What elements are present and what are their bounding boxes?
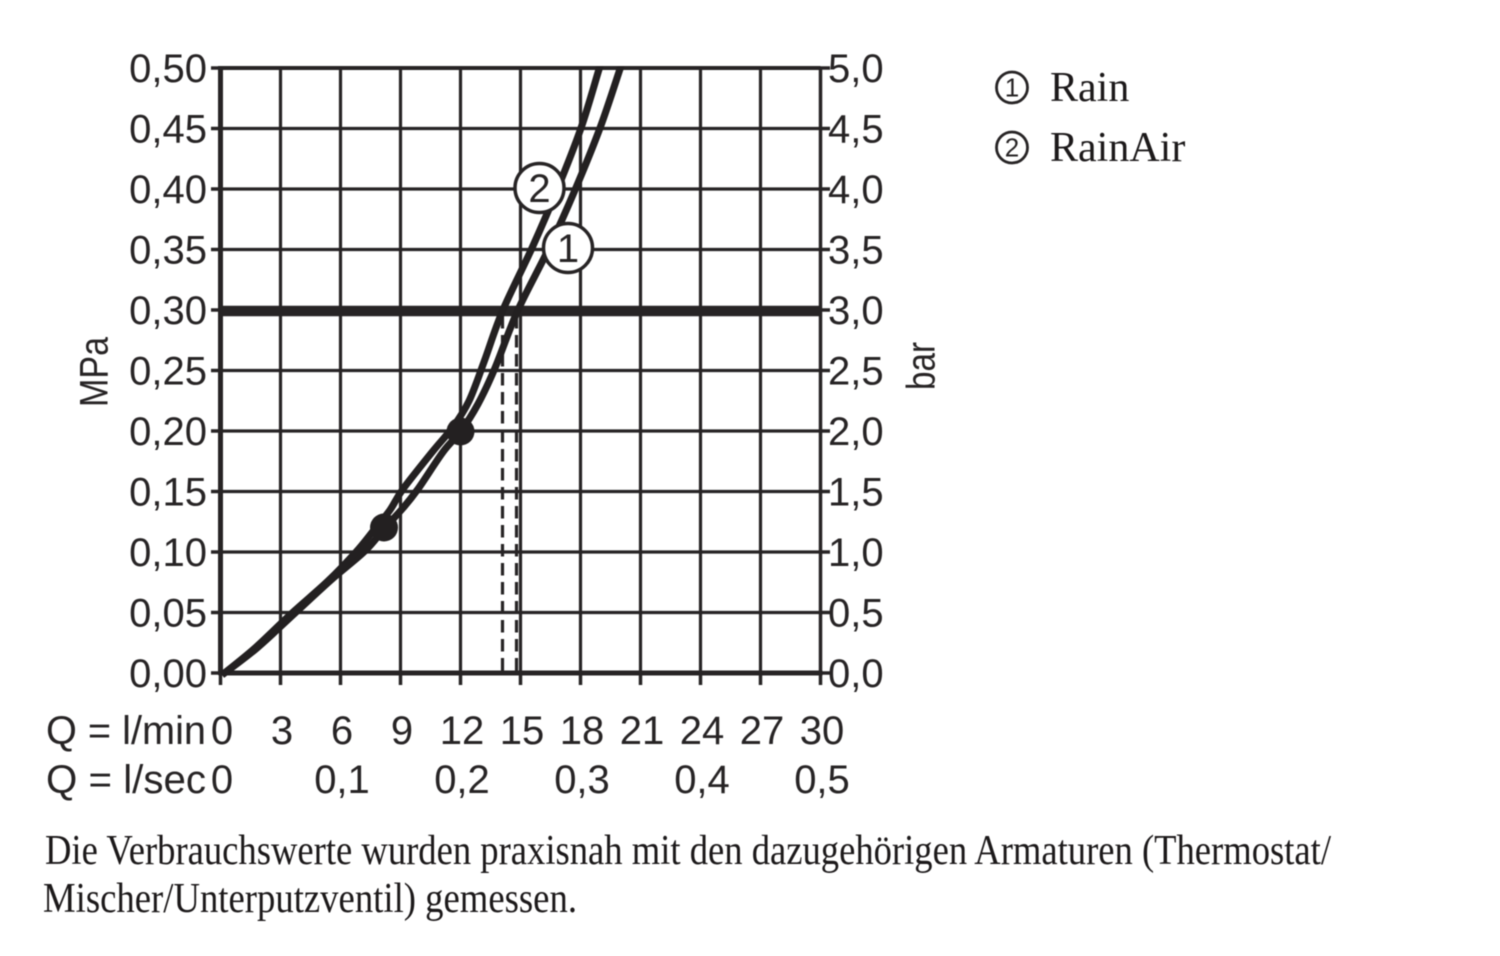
svg-text:0,40: 0,40	[129, 168, 207, 212]
svg-text:Q = l/min: Q = l/min	[46, 709, 206, 753]
svg-text:Die Verbrauchswerte wurden pra: Die Verbrauchswerte wurden praxisnah mit…	[45, 828, 1331, 874]
svg-text:0,05: 0,05	[129, 592, 207, 636]
svg-text:1,0: 1,0	[828, 531, 884, 575]
svg-text:0,5: 0,5	[794, 758, 850, 802]
svg-text:bar: bar	[900, 342, 944, 390]
svg-text:9: 9	[391, 709, 413, 753]
svg-text:2: 2	[1005, 133, 1019, 163]
svg-text:1: 1	[1005, 73, 1019, 103]
svg-text:0,00: 0,00	[129, 652, 207, 696]
svg-text:0,30: 0,30	[129, 289, 207, 333]
svg-text:12: 12	[440, 709, 485, 753]
svg-text:3: 3	[271, 709, 293, 753]
svg-text:MPa: MPa	[73, 336, 117, 407]
svg-text:2,0: 2,0	[828, 410, 884, 454]
svg-text:RainAir: RainAir	[1050, 125, 1185, 171]
svg-text:24: 24	[680, 709, 725, 753]
svg-text:0: 0	[211, 758, 233, 802]
svg-text:15: 15	[500, 709, 545, 753]
svg-text:0,20: 0,20	[129, 410, 207, 454]
svg-text:4,5: 4,5	[828, 108, 884, 152]
svg-text:3,5: 3,5	[828, 229, 884, 273]
svg-text:5,0: 5,0	[828, 47, 884, 91]
svg-text:6: 6	[331, 709, 353, 753]
svg-text:0,35: 0,35	[129, 229, 207, 273]
svg-text:21: 21	[620, 709, 665, 753]
svg-text:2: 2	[528, 167, 550, 211]
svg-text:Rain: Rain	[1050, 65, 1129, 111]
svg-text:0: 0	[211, 709, 233, 753]
svg-text:1: 1	[557, 227, 579, 271]
svg-text:0,10: 0,10	[129, 531, 207, 575]
svg-text:0,2: 0,2	[434, 758, 490, 802]
svg-text:0,4: 0,4	[674, 758, 730, 802]
svg-text:30: 30	[800, 709, 845, 753]
svg-text:Q = l/sec: Q = l/sec	[46, 758, 206, 802]
svg-text:0,25: 0,25	[129, 350, 207, 394]
svg-text:4,0: 4,0	[828, 168, 884, 212]
svg-text:0,5: 0,5	[828, 592, 884, 636]
svg-text:0,15: 0,15	[129, 471, 207, 515]
svg-text:1,5: 1,5	[828, 471, 884, 515]
svg-text:0,0: 0,0	[828, 652, 884, 696]
svg-text:Mischer/Unterputzventil) gemes: Mischer/Unterputzventil) gemessen.	[43, 876, 577, 922]
svg-text:0,1: 0,1	[314, 758, 370, 802]
svg-text:3,0: 3,0	[828, 289, 884, 333]
svg-text:18: 18	[560, 709, 605, 753]
svg-text:0,50: 0,50	[129, 47, 207, 91]
svg-text:0,3: 0,3	[554, 758, 610, 802]
svg-text:0,45: 0,45	[129, 108, 207, 152]
svg-text:27: 27	[740, 709, 785, 753]
svg-text:2,5: 2,5	[828, 350, 884, 394]
